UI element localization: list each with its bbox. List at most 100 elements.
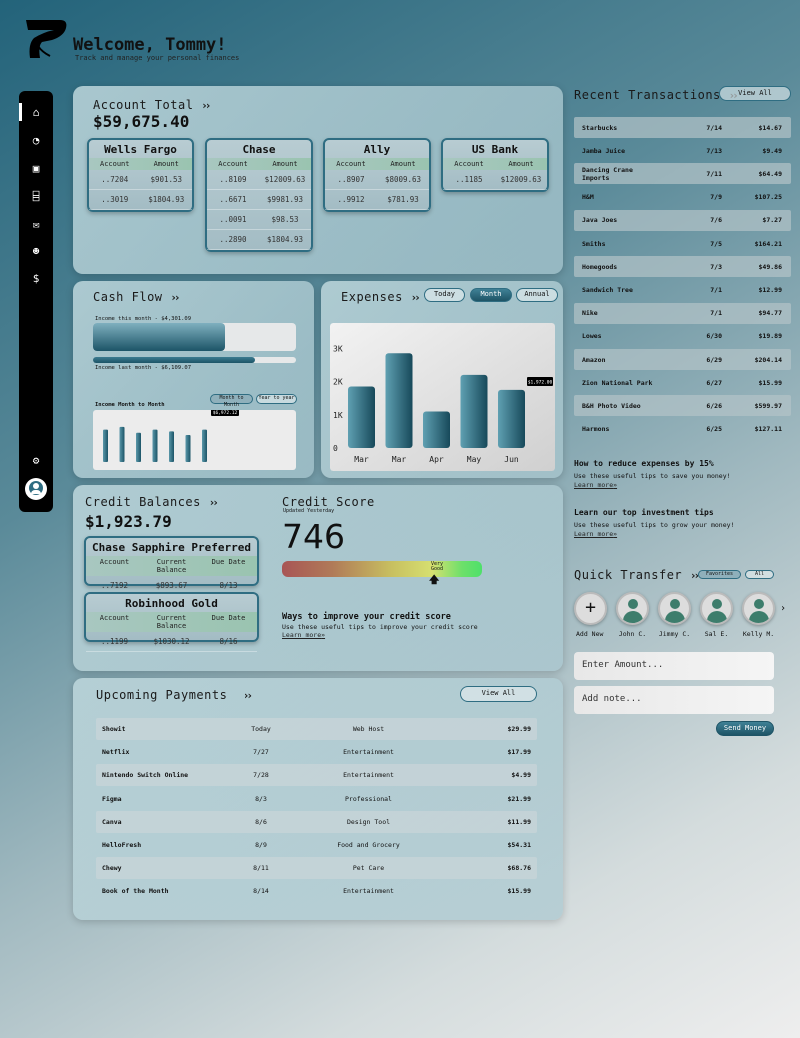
payment-row[interactable]: Figma 8/3 Professional $21.99 xyxy=(96,788,537,810)
credit-learn-more-link[interactable]: Learn more» xyxy=(282,631,326,639)
month-to-month-toggle[interactable]: Month to Month xyxy=(210,394,253,408)
tip-text: Use these useful tips to grow your money… xyxy=(574,521,735,529)
bank-account-row[interactable]: ..7204 $901.53 xyxy=(89,170,192,190)
transaction-row[interactable]: Lowes 6/30 $19.89 xyxy=(574,326,791,347)
bank-account-row[interactable]: ..2890 $1804.93 xyxy=(207,230,311,250)
payment-row[interactable]: HelloFresh 8/9 Food and Grocery $54.31 xyxy=(96,834,537,856)
gear-icon[interactable]: ⚙ xyxy=(32,454,40,467)
payment-row[interactable]: Netflix 7/27 Entertainment $17.99 xyxy=(96,741,537,763)
bank-card[interactable]: US Bank Account Amount ..1185 $12009.63 xyxy=(441,138,549,192)
transaction-row[interactable]: Amazon 6/29 $204.14 xyxy=(574,349,791,370)
account-header: Account xyxy=(336,160,366,168)
dollar-icon[interactable]: $ xyxy=(32,272,40,285)
person-body-icon xyxy=(749,611,769,623)
bank-card[interactable]: Wells Fargo Account Amount ..7204 $901.53 ..3… xyxy=(87,138,194,212)
bank-account-row[interactable]: ..3019 $1804.93 xyxy=(89,190,192,210)
year-to-year-toggle[interactable]: Year to year xyxy=(256,394,297,404)
bank-card[interactable]: Ally Account Amount ..8907 $8009.63 ..9912 $78… xyxy=(323,138,431,212)
transaction-row[interactable]: B&H Photo Video 6/26 $599.97 xyxy=(574,395,791,417)
transaction-row[interactable]: Sandwich Tree 7/1 $12.99 xyxy=(574,279,791,300)
credit-card[interactable]: Chase Sapphire Preferred Account Current B… xyxy=(84,536,259,596)
transaction-row[interactable]: Starbucks 7/14 $14.67 xyxy=(574,117,791,138)
mail-icon[interactable]: ✉ xyxy=(32,218,40,231)
payment-row[interactable]: Showit Today Web Host $29.99 xyxy=(96,718,537,740)
expenses-panel: Expenses ›› Today Month Annual 0 1K 2K 3K Ma… xyxy=(321,281,563,478)
upcoming-payments-label[interactable]: Upcoming Payments ›› xyxy=(96,688,253,702)
contact-avatar[interactable] xyxy=(700,592,733,625)
credit-card[interactable]: Robinhood Gold Account Current Balance Due … xyxy=(84,592,259,652)
income-tooltip xyxy=(211,410,239,416)
transaction-merchant: Homegoods xyxy=(582,262,618,271)
cash-flow-label[interactable]: Cash Flow ›› xyxy=(93,290,181,304)
transaction-row[interactable]: Smiths 7/5 $164.21 xyxy=(574,233,791,254)
tip-learn-more-link[interactable]: Learn more» xyxy=(574,481,618,489)
transaction-row[interactable]: Zion National Park 6/27 $15.99 xyxy=(574,372,791,393)
note-input[interactable]: Add note... xyxy=(574,686,774,714)
tab-today[interactable]: Today xyxy=(424,288,465,302)
payment-row[interactable]: Chewy 8/11 Pet Care $68.76 xyxy=(96,857,537,880)
payment-row[interactable]: Canva 8/6 Design Tool $11.99 xyxy=(96,810,537,833)
bank-account-row[interactable]: ..1185 $12009.63 xyxy=(443,170,547,190)
bank-card[interactable]: Chase Account Amount ..8109 $12009.63 ..6671 $… xyxy=(205,138,313,252)
transaction-row[interactable]: Homegoods 7/3 $49.86 xyxy=(574,256,791,278)
tab-annual[interactable]: Annual xyxy=(516,288,558,302)
bank-account-row[interactable]: ..8109 $12009.63 xyxy=(207,170,311,190)
contact-avatar[interactable] xyxy=(616,592,649,625)
transaction-date: 6/30 xyxy=(706,332,722,341)
transaction-merchant: Harmons xyxy=(582,425,610,434)
expenses-label[interactable]: Expenses ›› xyxy=(341,290,421,304)
account-number: ..6671 xyxy=(219,195,247,204)
transaction-row[interactable]: Nike 7/1 $94.77 xyxy=(574,302,791,324)
person-head-icon xyxy=(628,599,638,609)
tip-learn-more-link[interactable]: Learn more» xyxy=(574,530,618,538)
bank-account-row[interactable]: ..0091 $98.53 xyxy=(207,210,311,230)
transaction-row[interactable]: Dancing Crane Imports 7/11 $64.49 xyxy=(574,163,791,185)
contact-name: Sal E. xyxy=(704,630,729,638)
transaction-row[interactable]: Java Joes 7/6 $7.27 xyxy=(574,209,791,231)
payment-name: Canva xyxy=(102,817,122,826)
amount-input[interactable]: Enter Amount... xyxy=(574,652,774,680)
transaction-row[interactable]: H&M 7/9 $107.25 xyxy=(574,187,791,208)
transaction-amount: $12.99 xyxy=(758,285,782,294)
expenses-tooltip xyxy=(527,377,553,386)
expenses-y-tick: 1K xyxy=(333,411,343,420)
growth-chart-icon[interactable]: ▣ xyxy=(32,162,40,175)
contact-name: John C. xyxy=(618,630,647,638)
bank-account-row[interactable]: ..8907 $8009.63 xyxy=(325,170,429,190)
chevron-right-icon[interactable]: › xyxy=(780,603,787,614)
bank-account-row[interactable]: ..9912 $781.93 xyxy=(325,190,429,210)
tab-month[interactable]: Month xyxy=(470,288,512,302)
all-tab[interactable]: All xyxy=(745,570,774,579)
payment-name: Netflix xyxy=(102,748,130,757)
send-money-button[interactable]: Send Money xyxy=(716,721,774,736)
bank-icon[interactable]: ⌸ xyxy=(32,190,40,203)
bank-name: Chase xyxy=(242,143,276,156)
income-bar xyxy=(103,429,108,462)
recent-view-all-button[interactable]: View All xyxy=(719,86,791,101)
payment-row[interactable]: Nintendo Switch Online 7/28 Entertainment $… xyxy=(96,764,537,787)
credit-card-column: Account xyxy=(99,558,130,566)
credit-balances-label[interactable]: Credit Balances ›› xyxy=(85,495,219,509)
account-amount: $901.53 xyxy=(150,175,183,184)
favorites-tab[interactable]: Favorites xyxy=(698,570,741,579)
bank-account-row[interactable]: ..6671 $9981.93 xyxy=(207,190,311,210)
payment-name: Showit xyxy=(102,725,126,733)
add-new-button[interactable]: + xyxy=(574,592,607,625)
account-number: ..8907 xyxy=(337,175,365,184)
payment-row[interactable]: Book of the Month 8/14 Entertainment $15.99 xyxy=(96,880,537,902)
transaction-row[interactable]: Harmons 6/25 $127.11 xyxy=(574,419,791,440)
quick-transfer-label[interactable]: Quick Transfer ›› xyxy=(574,568,700,582)
credit-tip-text: Use these useful tips to improve your cr… xyxy=(282,623,478,631)
people-icon[interactable]: ☻ xyxy=(32,245,40,258)
contact-avatar[interactable] xyxy=(658,592,691,625)
transaction-merchant: B&H Photo Video xyxy=(582,401,641,410)
transaction-row[interactable]: Jamba Juice 7/13 $9.49 xyxy=(574,140,791,161)
recent-transactions-label[interactable]: Recent Transactions ›› xyxy=(574,88,739,102)
contact-avatar[interactable] xyxy=(742,592,775,625)
credit-tip-title: Ways to improve your credit score xyxy=(282,612,451,622)
home-icon[interactable]: ⌂ xyxy=(32,106,40,119)
account-total-label[interactable]: Account Total ›› xyxy=(93,98,212,112)
pie-chart-icon[interactable]: ◔ xyxy=(32,134,40,147)
upcoming-view-all-button[interactable]: View All xyxy=(460,686,537,702)
profile-avatar[interactable] xyxy=(25,478,47,500)
